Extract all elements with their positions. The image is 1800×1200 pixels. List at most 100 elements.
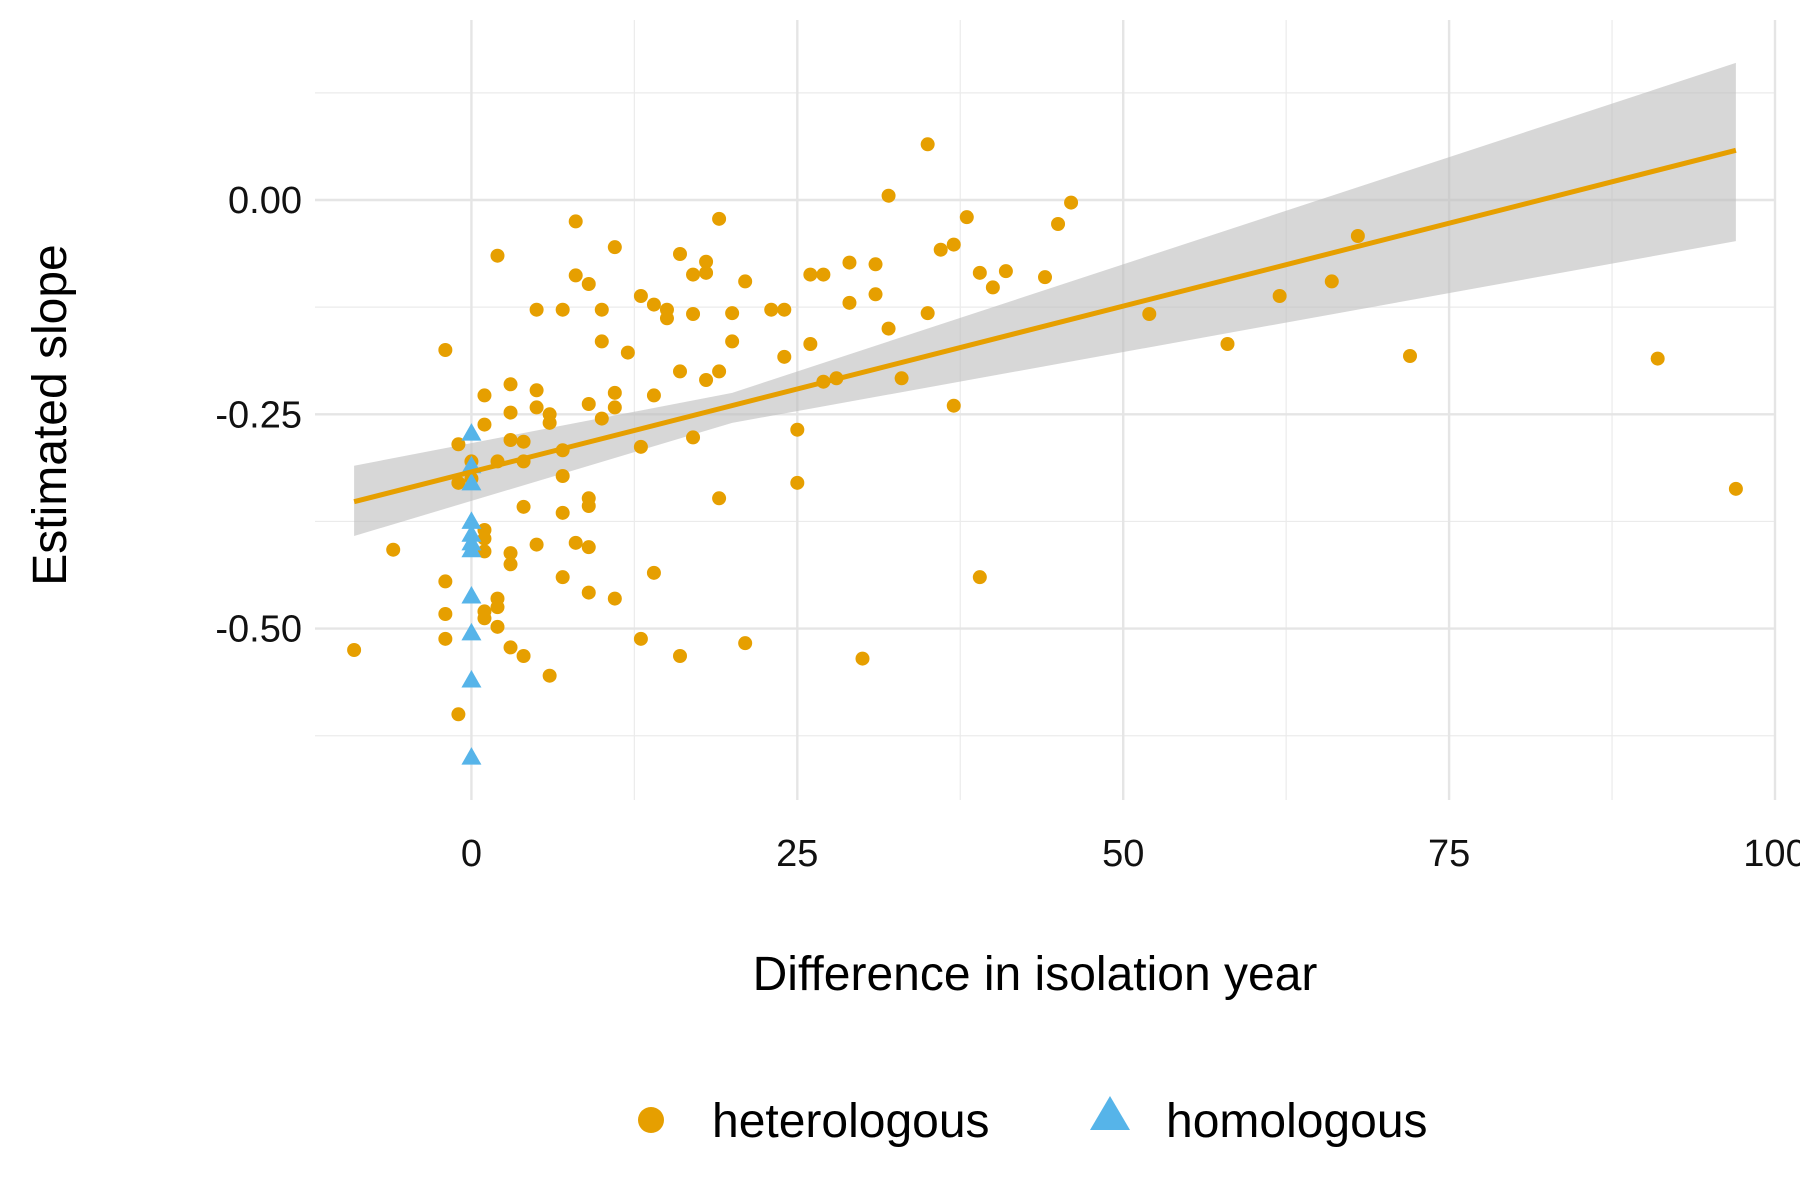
heterologous-point: [972, 570, 987, 585]
heterologous-point: [451, 437, 466, 452]
heterologous-point: [516, 499, 531, 514]
homologous-point: [461, 586, 482, 604]
heterologous-point: [633, 439, 648, 454]
heterologous-point: [529, 400, 544, 415]
y-tick-labels: -0.50 -0.25 0.00: [215, 180, 302, 651]
heterologous-point: [581, 540, 596, 555]
legend-label-homologous: homologous: [1166, 1095, 1428, 1148]
heterologous-point: [712, 364, 727, 379]
heterologous-point: [386, 542, 401, 557]
heterologous-point: [529, 383, 544, 398]
heterologous-point: [490, 248, 505, 263]
heterologous-point: [894, 371, 909, 386]
homologous-point: [461, 472, 482, 491]
x-tick-label: 100: [1743, 833, 1800, 875]
heterologous-point: [594, 334, 609, 349]
heterologous-point: [1051, 217, 1066, 231]
heterologous-point: [646, 565, 661, 580]
heterologous-point: [594, 302, 609, 317]
confidence-band: [354, 62, 1736, 536]
heterologous-point: [568, 535, 583, 550]
heterologous-point: [503, 640, 518, 655]
heterologous-point: [803, 267, 818, 282]
confidence-band-layer: [354, 62, 1736, 536]
heterologous-point: [790, 422, 805, 437]
heterologous-point: [1272, 289, 1287, 303]
heterologous-point: [555, 469, 570, 483]
heterologous-point: [347, 643, 362, 657]
heterologous-point: [777, 302, 792, 317]
heterologous-point: [607, 591, 622, 606]
heterologous-point: [686, 267, 701, 282]
heterologous-point: [477, 544, 492, 559]
heterologous-point: [516, 434, 531, 449]
major-grid: [315, 20, 1777, 800]
heterologous-point: [607, 240, 622, 255]
heterologous-point: [738, 636, 753, 651]
heterologous-point: [998, 264, 1013, 279]
homologous-point: [461, 670, 482, 688]
heterologous-point: [725, 334, 740, 349]
heterologous-point: [633, 631, 648, 646]
heterologous-point: [581, 277, 596, 291]
heterologous-point: [581, 397, 596, 411]
legend-triangle-marker: [1090, 1096, 1130, 1130]
homologous-point: [461, 622, 482, 641]
legend-circle-marker: [638, 1107, 664, 1133]
heterologous-point: [542, 415, 557, 430]
heterologous-point: [1220, 337, 1235, 351]
heterologous-point: [477, 531, 492, 546]
heterologous-point: [490, 619, 505, 634]
heterologous-point: [477, 417, 492, 432]
heterologous-point: [712, 211, 727, 226]
heterologous-point: [542, 668, 557, 683]
legend: heterologous homologous: [638, 1095, 1428, 1148]
heterologous-point: [477, 388, 492, 403]
heterologous-point: [568, 214, 583, 229]
heterologous-point: [686, 307, 701, 321]
heterologous-point: [738, 274, 753, 289]
heterologous-point: [646, 297, 661, 312]
heterologous-point: [607, 400, 622, 415]
heterologous-point: [555, 505, 570, 520]
heterologous-point: [581, 585, 596, 600]
heterologous-point: [868, 287, 883, 302]
heterologous-point: [477, 611, 492, 626]
x-tick-label: 0: [461, 833, 482, 875]
heterologous-point: [438, 607, 453, 621]
heterologous-point: [881, 321, 896, 336]
heterologous-point: [985, 280, 1000, 295]
heterologous-point: [842, 255, 857, 270]
heterologous-point: [503, 377, 518, 392]
y-axis-title: Estimated slope: [24, 244, 77, 586]
legend-label-heterologous: heterologous: [712, 1095, 990, 1148]
heterologous-point: [816, 267, 831, 282]
heterologous-point: [451, 475, 466, 490]
heterologous-point: [633, 289, 648, 303]
heterologous-point: [581, 499, 596, 513]
heterologous-point: [699, 265, 714, 280]
heterologous-point: [659, 311, 674, 326]
x-tick-label: 50: [1102, 833, 1144, 875]
heterologous-point: [555, 302, 570, 317]
heterologous-point: [529, 537, 544, 552]
heterologous-point: [959, 210, 974, 225]
heterologous-point: [946, 237, 961, 252]
heterologous-point: [777, 349, 792, 364]
x-axis-title: Difference in isolation year: [753, 948, 1318, 1001]
y-tick-label: -0.50: [215, 609, 302, 651]
heterologous-point: [438, 343, 453, 357]
heterologous-point: [699, 254, 714, 269]
heterologous-point: [933, 242, 948, 257]
homologous-point: [461, 747, 482, 765]
x-tick-label: 25: [776, 833, 818, 875]
heterologous-point: [686, 430, 701, 445]
heterologous-point: [503, 405, 518, 420]
heterologous-point: [438, 574, 453, 589]
heterologous-point: [503, 433, 518, 447]
heterologous-point: [1650, 351, 1665, 366]
heterologous-point: [503, 557, 518, 572]
heterologous-point: [451, 707, 466, 722]
heterologous-point: [868, 257, 883, 272]
